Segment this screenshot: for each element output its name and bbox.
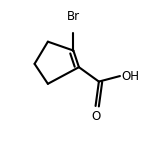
Text: O: O <box>91 110 100 123</box>
Text: OH: OH <box>121 70 139 83</box>
Text: Br: Br <box>67 10 80 23</box>
